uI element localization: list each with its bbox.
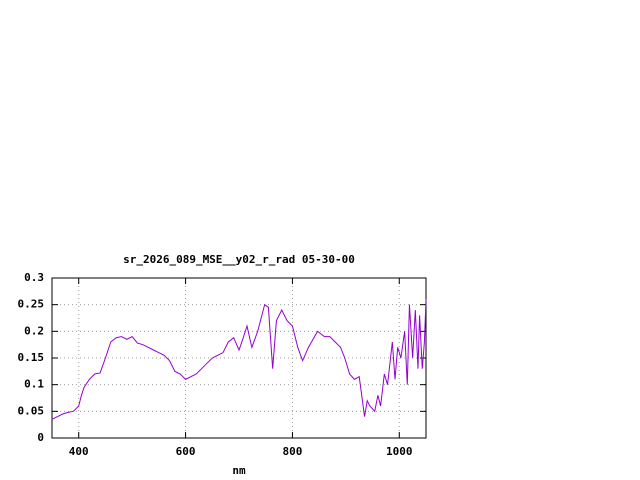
plot-border	[51, 277, 427, 439]
x-axis-label: nm	[232, 464, 246, 477]
x-tick-label: 800	[282, 445, 302, 458]
x-tick-label: 600	[176, 445, 196, 458]
y-tick-label: 0.3	[24, 271, 44, 284]
y-tick-label: 0.1	[24, 378, 44, 391]
y-tick-label: 0.15	[18, 351, 45, 364]
y-tick-label: 0.25	[18, 298, 45, 311]
data-line	[51, 299, 427, 420]
x-tick-label: 1000	[386, 445, 413, 458]
y-tick-label: 0.05	[18, 404, 45, 417]
y-tick-label: 0	[37, 431, 44, 444]
y-tick-label: 0.2	[24, 324, 44, 337]
x-tick-label: 400	[69, 445, 89, 458]
chart-title: sr_2026_089_MSE__y02_r_rad 05-30-00	[123, 253, 355, 266]
